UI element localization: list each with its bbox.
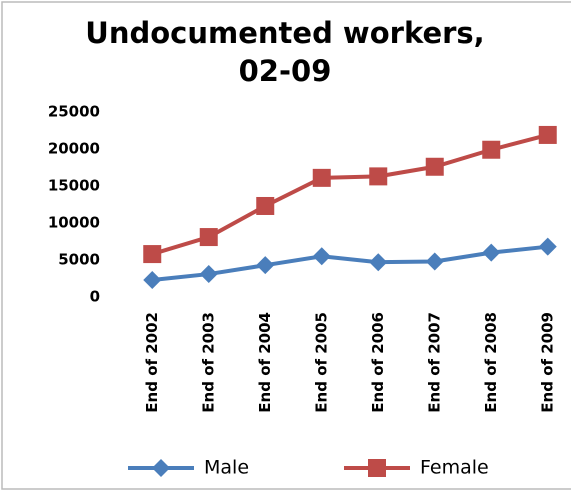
y-tick-label: 0 — [90, 288, 100, 306]
marker — [312, 247, 331, 266]
legend-marker — [152, 459, 170, 477]
chart-title: Undocumented workers, 02-09 — [85, 16, 485, 88]
marker — [425, 157, 444, 176]
y-tick-label: 25000 — [48, 103, 100, 121]
marker — [482, 140, 501, 159]
marker — [143, 270, 162, 289]
y-tick-label: 20000 — [48, 140, 100, 158]
y-tick-label: 10000 — [48, 214, 100, 232]
marker — [369, 167, 388, 186]
marker — [369, 253, 388, 272]
legend-label: Male — [204, 457, 249, 479]
x-tick-label: End of 2008 — [482, 312, 500, 413]
legend-label: Female — [420, 457, 489, 479]
marker — [538, 237, 557, 256]
series-line — [151, 133, 549, 256]
x-tick-label: End of 2009 — [538, 312, 556, 413]
marker — [199, 228, 218, 247]
marker — [199, 265, 218, 284]
x-tick-label: End of 2004 — [256, 312, 274, 413]
y-tick-label: 15000 — [48, 177, 100, 195]
marker — [425, 252, 444, 271]
marker — [538, 125, 557, 144]
x-tick-label: End of 2006 — [369, 312, 387, 413]
marker — [482, 243, 501, 262]
marker — [256, 256, 275, 275]
marker — [312, 168, 331, 187]
x-tick-label: End of 2005 — [312, 312, 330, 413]
legend-marker — [368, 459, 386, 477]
x-tick-label: End of 2002 — [143, 312, 161, 413]
x-tick-label: End of 2003 — [199, 312, 217, 413]
y-tick-label: 5000 — [58, 251, 100, 269]
marker — [256, 196, 275, 215]
x-tick-label: End of 2007 — [425, 312, 443, 413]
series-line — [152, 244, 548, 282]
marker — [143, 245, 162, 264]
